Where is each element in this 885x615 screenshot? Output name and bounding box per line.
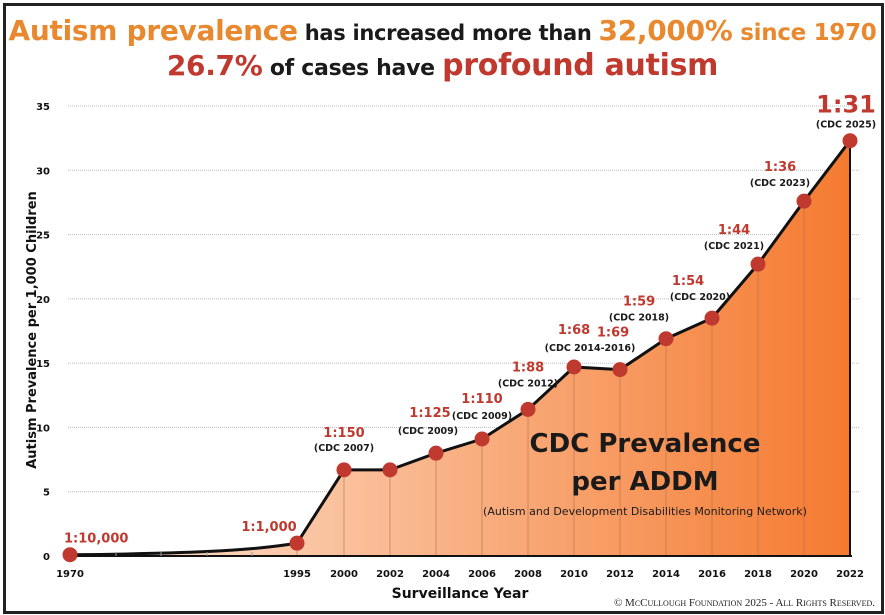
ratio-label: 1:69 <box>597 326 629 341</box>
data-point <box>289 535 305 551</box>
headline-highlight-share: 26.7% <box>166 49 263 82</box>
copyright-notice: © McCullough Foundation 2025 - All Right… <box>613 597 875 609</box>
ratio-label: 1:88 <box>512 360 544 375</box>
headline-highlight-prevalence: Autism prevalence <box>8 14 298 47</box>
ratio-label: 1:150 <box>323 426 364 441</box>
annotation-title-2: per ADDM <box>571 467 718 497</box>
center-annotation: CDC Prevalence per ADDM (Autism and Deve… <box>483 429 807 518</box>
source-label: (CDC 2020) <box>670 292 730 303</box>
drop-lines <box>296 140 851 556</box>
headline-text-2: of cases have <box>262 56 443 81</box>
ratio-label: 1:31 <box>816 91 876 119</box>
prevalence-area <box>70 140 850 556</box>
x-tick-label: 2010 <box>560 569 588 580</box>
headline-highlight-profound: profound autism <box>442 48 719 83</box>
headline-highlight-since: since 1970 <box>732 20 877 46</box>
x-tick-label: 2002 <box>376 569 404 580</box>
x-tick-label: 2012 <box>606 569 634 580</box>
headline-text: has increased more than <box>297 21 599 45</box>
data-point <box>796 193 812 209</box>
data-points <box>62 133 858 563</box>
source-label: (CDC 2018) <box>609 313 669 324</box>
x-tick-label: 2006 <box>468 569 496 580</box>
source-label: (CDC 2025) <box>816 120 876 131</box>
ratio-label: 1:44 <box>718 223 750 238</box>
data-point <box>612 362 628 378</box>
x-tick-label: 2014 <box>652 569 680 580</box>
x-minor-ticks <box>115 552 253 556</box>
source-label: (CDC 2023) <box>750 178 810 189</box>
x-tick-label: 1970 <box>56 569 84 580</box>
data-point <box>382 462 398 478</box>
source-label: (CDC 2012) <box>498 378 558 389</box>
y-axis-label: Autism Prevalence per 1,000 Children <box>25 191 40 469</box>
data-point <box>428 445 444 461</box>
ratio-label: 1:110 <box>461 392 502 407</box>
headline-highlight-percent: 32,000% <box>598 14 733 47</box>
data-point <box>704 310 720 326</box>
ratio-label: 1:36 <box>764 160 796 175</box>
data-point <box>658 331 674 347</box>
x-tick-label: 2016 <box>698 569 726 580</box>
ratio-label: 1:54 <box>672 274 704 289</box>
ratio-label: 1:1,000 <box>241 520 296 535</box>
x-tick-label: 2020 <box>790 569 818 580</box>
source-label: (CDC 2014-2016) <box>545 343 636 354</box>
x-tick-label: 2000 <box>330 569 358 580</box>
y-tick-label: 5 <box>43 488 50 499</box>
annotation-title-1: CDC Prevalence <box>530 429 761 459</box>
ratio-label: 1:10,000 <box>64 532 128 547</box>
headline-line-2: 26.7% of cases have profound autism <box>0 48 885 83</box>
ratio-label: 1:125 <box>409 406 450 421</box>
x-tick-label: 2004 <box>422 569 450 580</box>
source-label: (CDC 2009) <box>452 411 512 422</box>
y-tick-label: 0 <box>43 552 50 563</box>
y-tick-label: 10 <box>36 423 50 434</box>
y-tick-label: 20 <box>36 295 50 306</box>
x-tick-label: 2022 <box>836 569 864 580</box>
source-label: (CDC 2021) <box>704 241 764 252</box>
x-tick-label: 1995 <box>283 569 311 580</box>
data-point <box>474 431 490 447</box>
data-point <box>750 256 766 272</box>
data-point <box>842 133 858 149</box>
ratio-label: 1:59 <box>623 295 655 310</box>
x-axis-ticks: 1970 1995 2000 2002 2004 2006 2008 2010 2012 2014… <box>56 569 864 580</box>
x-tick-label: 2008 <box>514 569 542 580</box>
x-tick-label: 2018 <box>744 569 772 580</box>
y-tick-label: 25 <box>36 231 50 242</box>
y-tick-label: 15 <box>36 359 50 370</box>
y-tick-label: 35 <box>36 102 50 113</box>
x-axis-label: Surveillance Year <box>392 586 529 602</box>
data-point <box>62 547 78 563</box>
data-point <box>566 359 582 375</box>
source-label: (CDC 2007) <box>314 443 374 454</box>
ratio-label: 1:68 <box>558 323 590 338</box>
annotation-subtitle: (Autism and Development Disabilities Mon… <box>483 505 807 518</box>
data-point <box>336 462 352 478</box>
headline-line-1: Autism prevalence has increased more tha… <box>0 14 885 47</box>
y-axis-ticks: 0 5 10 15 20 25 30 35 <box>36 102 50 563</box>
y-tick-label: 30 <box>36 166 50 177</box>
data-point <box>520 401 536 417</box>
source-label: (CDC 2009) <box>398 426 458 437</box>
